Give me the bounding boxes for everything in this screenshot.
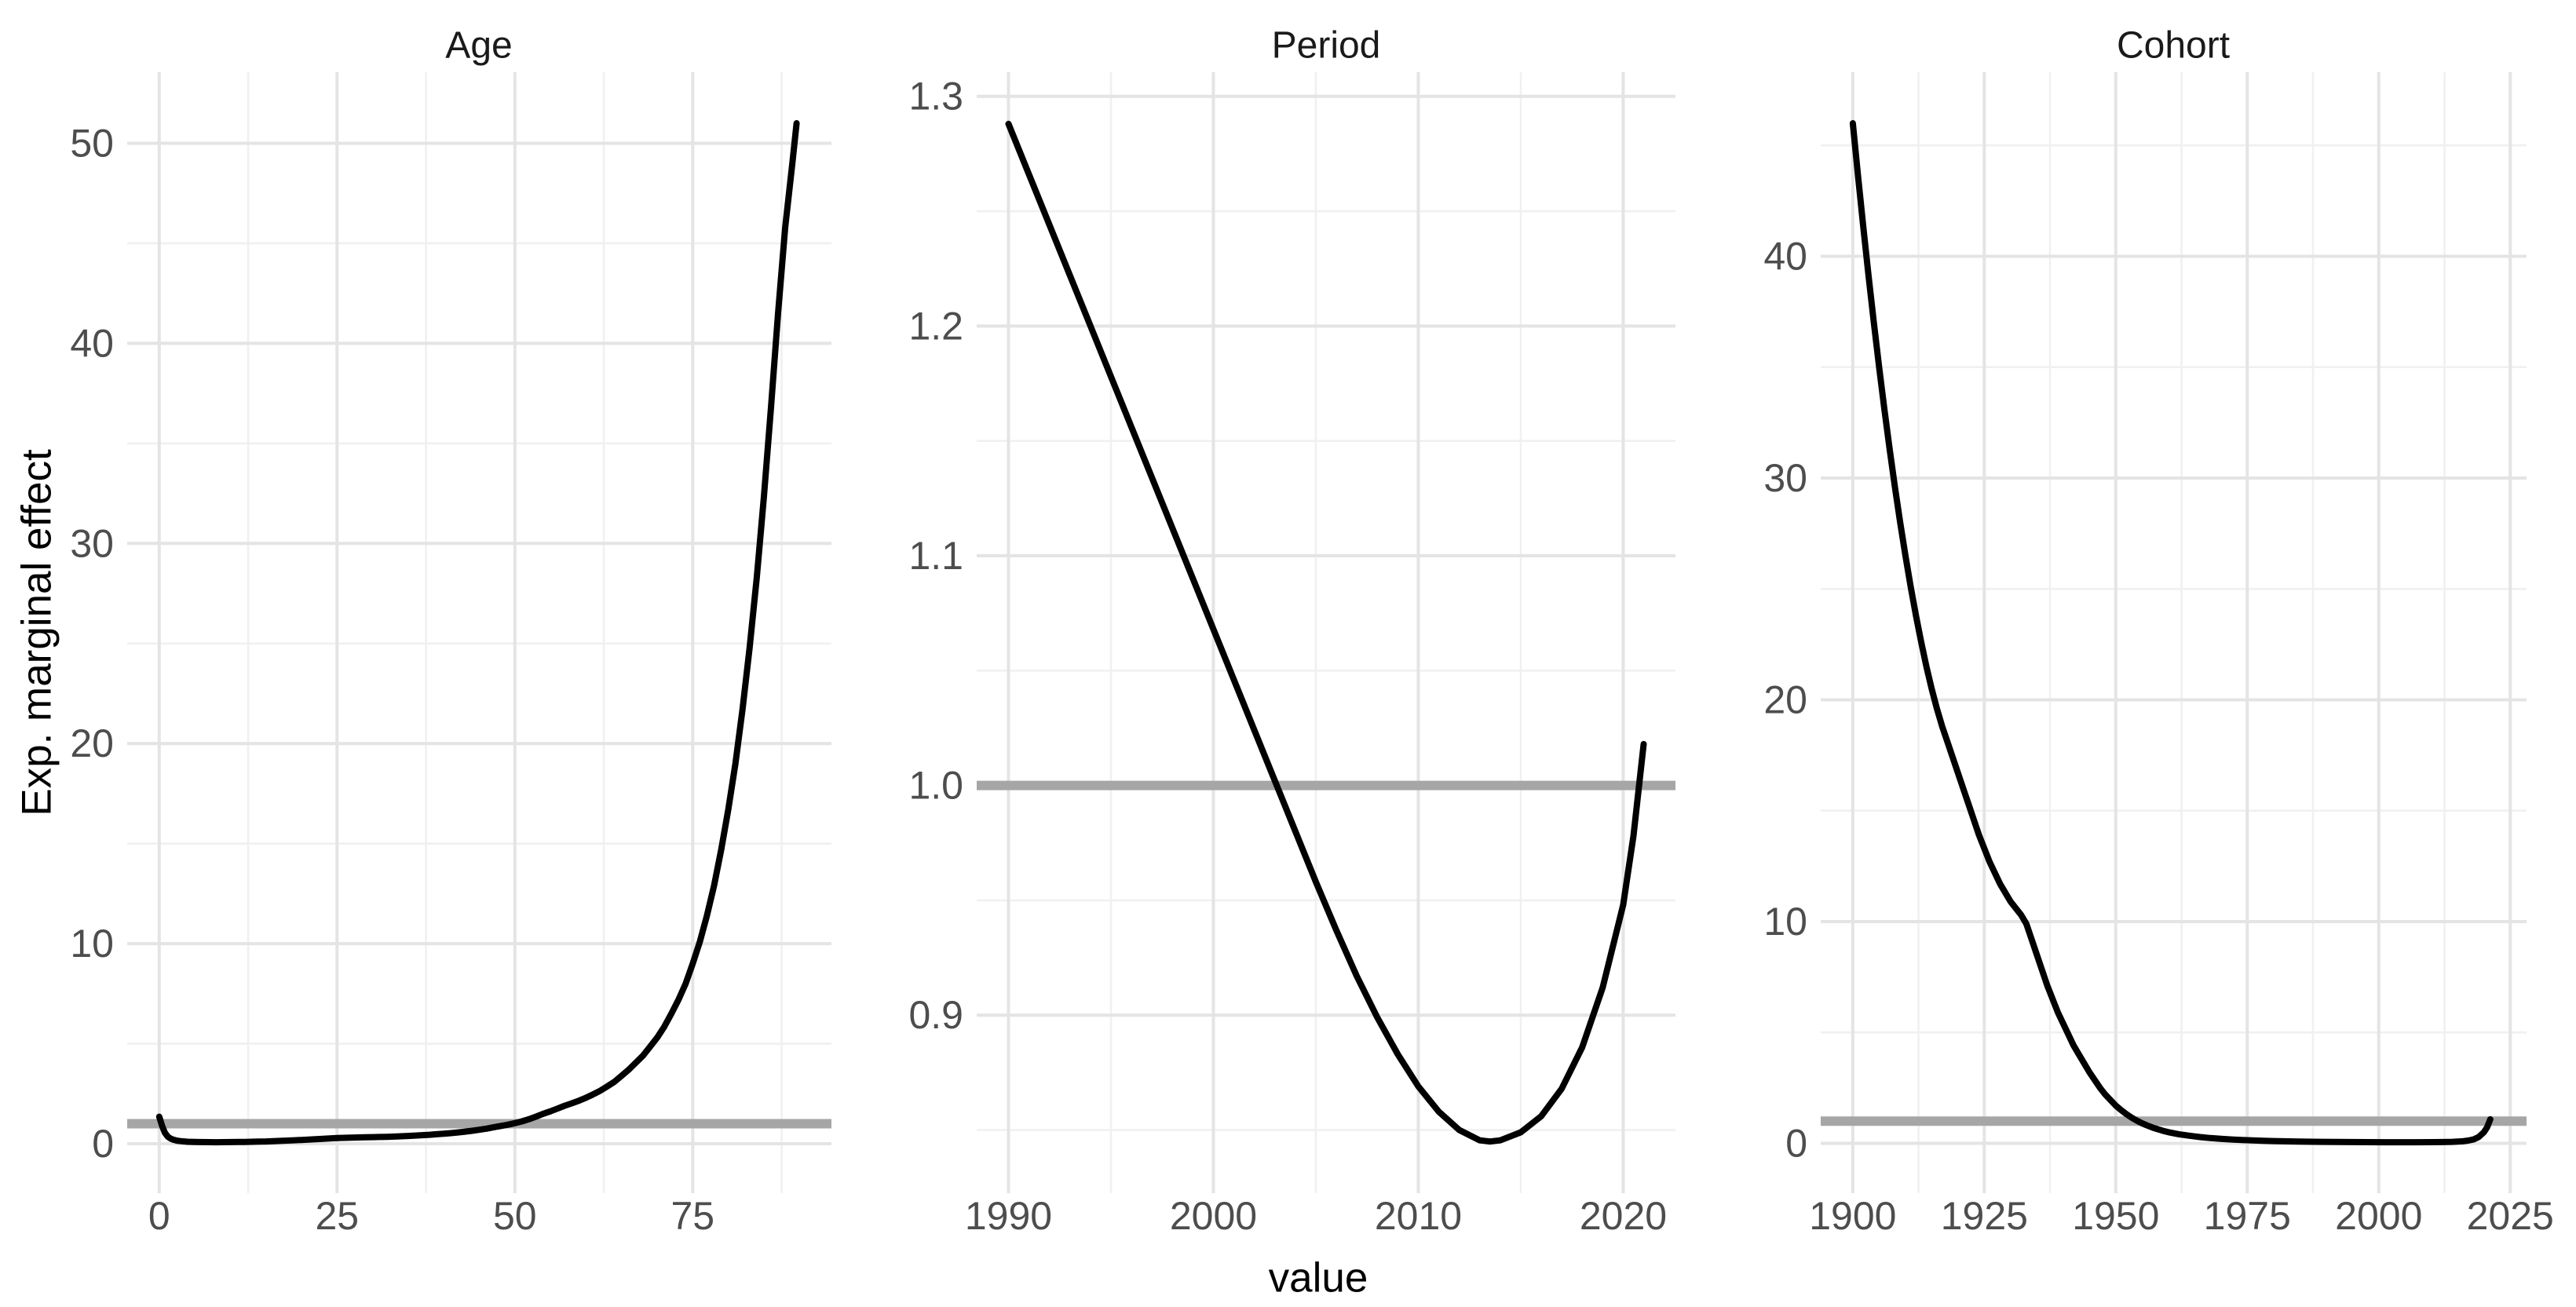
panel-age: 0 10 20 30 40 50 0 25 50 75 [70, 72, 831, 1238]
y-tick-label: 1.0 [908, 764, 963, 808]
x-tick-label: 1975 [2204, 1194, 2291, 1238]
x-tick-label: 2020 [1580, 1194, 1667, 1238]
panel-title-period: Period [1271, 24, 1381, 67]
panel-title-cohort: Cohort [2116, 24, 2231, 67]
y-tick-label: 0 [1785, 1121, 1807, 1165]
panel-title-age: Age [445, 24, 513, 67]
panel-period: 0.9 1.0 1.1 1.2 1.3 1990 2000 2010 2020 [908, 72, 1675, 1238]
y-tick-label: 50 [70, 121, 114, 165]
y-tick-label: 30 [1763, 456, 1807, 500]
x-tick-label: 2000 [2335, 1194, 2422, 1238]
x-tick-label: 1990 [965, 1194, 1052, 1238]
y-tick-label: 10 [1763, 900, 1807, 944]
y-tick-label: 40 [70, 321, 114, 365]
y-tick-label: 1.2 [908, 304, 963, 348]
y-tick-label: 0 [92, 1122, 114, 1166]
period-effect-curve [1005, 120, 1647, 1145]
y-tick-label: 10 [70, 922, 114, 966]
x-tick-label: 1900 [1809, 1194, 1896, 1238]
x-tick-label: 2000 [1170, 1194, 1257, 1238]
x-tick-label: 2010 [1375, 1194, 1462, 1238]
y-tick-label: 1.3 [908, 75, 963, 119]
y-tick-label: 30 [70, 521, 114, 565]
panel-cohort: 0 10 20 30 40 1900 1925 1950 1975 2000 2025 [1763, 72, 2554, 1238]
x-axis-title: value [1268, 1254, 1368, 1302]
x-tick-label: 1925 [1941, 1194, 2028, 1238]
y-tick-label: 0.9 [908, 993, 963, 1037]
y-tick-label: 40 [1763, 234, 1807, 278]
x-tick-label: 1950 [2072, 1194, 2159, 1238]
x-tick-label: 75 [671, 1194, 715, 1238]
age-effect-curve [155, 120, 800, 1146]
cohort-effect-curve [1849, 120, 2494, 1146]
x-tick-label: 0 [148, 1194, 170, 1238]
y-tick-label: 20 [1763, 677, 1807, 721]
x-tick-label: 2025 [2467, 1194, 2554, 1238]
x-tick-label: 25 [315, 1194, 359, 1238]
x-tick-label: 50 [493, 1194, 537, 1238]
y-axis-title: Exp. marginal effect [13, 449, 60, 816]
y-tick-label: 20 [70, 721, 114, 765]
y-tick-label: 1.1 [908, 534, 963, 578]
